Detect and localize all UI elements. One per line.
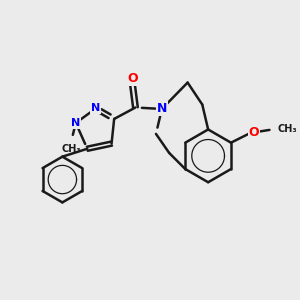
Text: N: N (71, 118, 80, 128)
Text: CH₃: CH₃ (61, 144, 81, 154)
Text: O: O (248, 126, 259, 139)
Text: N: N (91, 103, 101, 113)
Text: CH₃: CH₃ (278, 124, 298, 134)
Text: O: O (127, 72, 138, 85)
Text: N: N (157, 103, 167, 116)
